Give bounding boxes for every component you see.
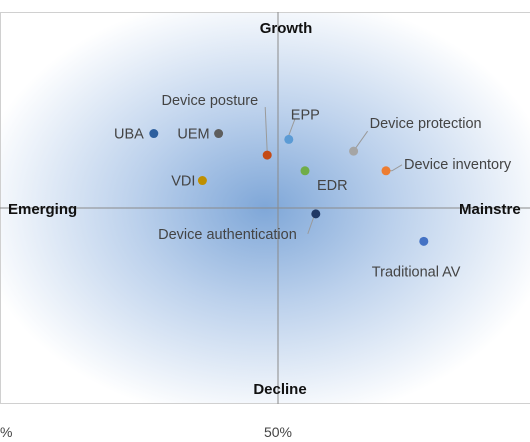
point-traditional-av <box>419 236 429 246</box>
point-device-posture <box>262 150 272 160</box>
x-tick-labels: % 50% <box>0 424 292 440</box>
point-uem <box>214 129 224 139</box>
point-label-edr: EDR <box>317 178 348 194</box>
point-edr <box>300 166 310 176</box>
axis-title-bottom: Decline <box>253 381 306 398</box>
x-tick-label: % <box>0 424 12 440</box>
point-label-traditional-av: Traditional AV <box>372 264 461 280</box>
point-epp <box>284 134 294 144</box>
point-label-vdi: VDI <box>171 174 195 190</box>
point-device-authentication <box>311 209 321 219</box>
point-label-device-protection: Device protection <box>370 116 482 132</box>
data-markers <box>149 129 429 246</box>
point-label-device-authentication: Device authentication <box>158 227 297 243</box>
point-device-protection <box>349 146 359 156</box>
point-label-uem: UEM <box>177 127 209 143</box>
point-vdi <box>197 176 207 186</box>
point-label-uba: UBA <box>114 127 144 143</box>
point-label-device-inventory: Device inventory <box>404 157 512 173</box>
axis-title-right: Mainstre <box>459 201 521 218</box>
axis-title-top: Growth <box>260 20 313 37</box>
x-tick-label: 50% <box>264 424 292 440</box>
point-label-device-posture: Device posture <box>161 93 258 109</box>
point-uba <box>149 129 159 139</box>
axis-title-left: Emerging <box>8 201 77 218</box>
point-label-epp: EPP <box>291 107 320 123</box>
point-device-inventory <box>381 166 391 176</box>
data-labels: UBA UEM Device posture EPP Device protection… <box>114 93 512 280</box>
